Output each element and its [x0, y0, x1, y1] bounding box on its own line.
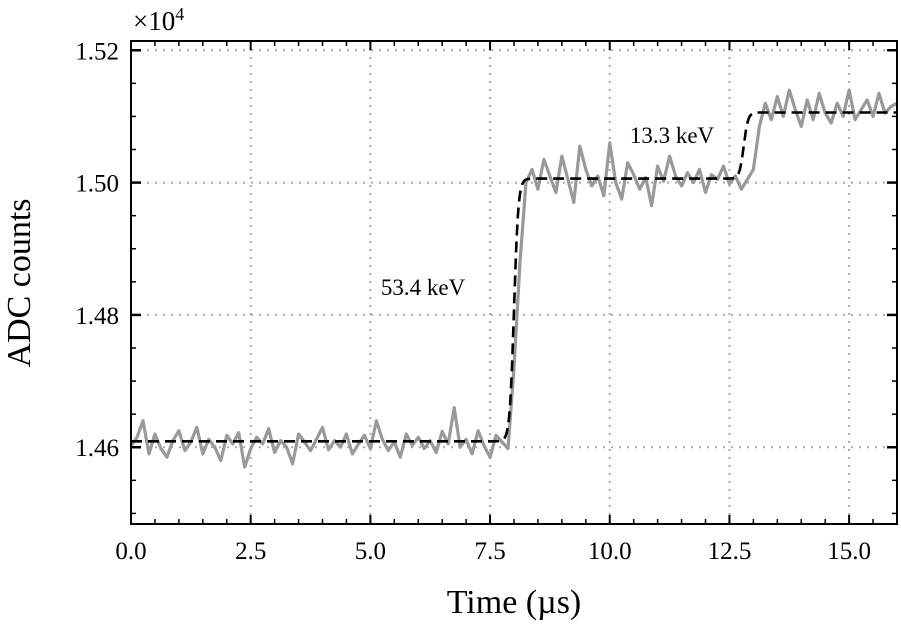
y-axis-label: ADC counts: [1, 198, 38, 367]
y-tick-label: 1.52: [75, 38, 119, 65]
annotation-53-4-kev: 53.4 keV: [381, 275, 466, 300]
x-tick-label: 5.0: [355, 538, 386, 565]
x-tick-label: 0.0: [115, 538, 146, 565]
x-tick-label: 12.5: [708, 538, 752, 565]
fit-series-line: [131, 111, 897, 443]
ticks: [130, 41, 898, 524]
x-tick-label: 10.0: [588, 538, 632, 565]
y-tick-labels: 1.46 1.48 1.50 1.52: [75, 38, 119, 462]
y-tick-label: 1.48: [75, 303, 119, 330]
y-tick-label: 1.50: [75, 171, 119, 198]
x-tick-labels: 0.0 2.5 5.0 7.5 10.0 12.5 15.0: [115, 538, 871, 565]
annotation-13-3-kev: 13.3 keV: [630, 123, 715, 148]
signal-series-line: [129, 88, 898, 469]
x-tick-label: 2.5: [235, 538, 266, 565]
y-tick-label: 1.46: [75, 435, 119, 462]
x-axis-label: Time (µs): [447, 584, 582, 621]
x-tick-label: 15.0: [827, 538, 871, 565]
x-tick-label: 7.5: [474, 538, 505, 565]
y-multiplier: ×104: [133, 4, 184, 36]
grid: [131, 41, 897, 524]
